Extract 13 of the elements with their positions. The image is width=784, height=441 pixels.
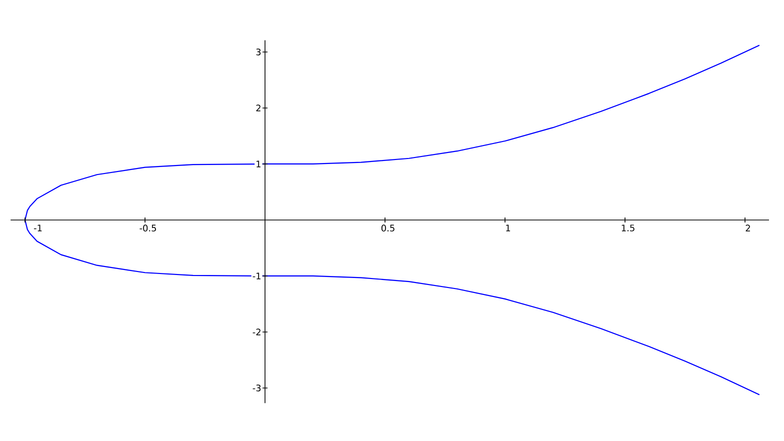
x-tick-label: -1 [34, 224, 42, 232]
y-tick-label: 1 [256, 160, 260, 168]
x-tick-label: 0.5 [381, 224, 394, 232]
y-tick-label: -1 [252, 272, 260, 280]
x-tick-label: 1.5 [622, 224, 634, 232]
y-tick-label: -3 [252, 384, 261, 392]
x-tick-label: 2 [746, 224, 750, 232]
y-tick-label: -2 [252, 328, 260, 336]
y-tick-label: 2 [256, 104, 260, 112]
x-tick-label: 1 [506, 224, 510, 232]
y-tick-label: 3 [256, 48, 261, 56]
x-tick-label: -0.5 [140, 224, 156, 232]
line-series [24, 44, 760, 396]
